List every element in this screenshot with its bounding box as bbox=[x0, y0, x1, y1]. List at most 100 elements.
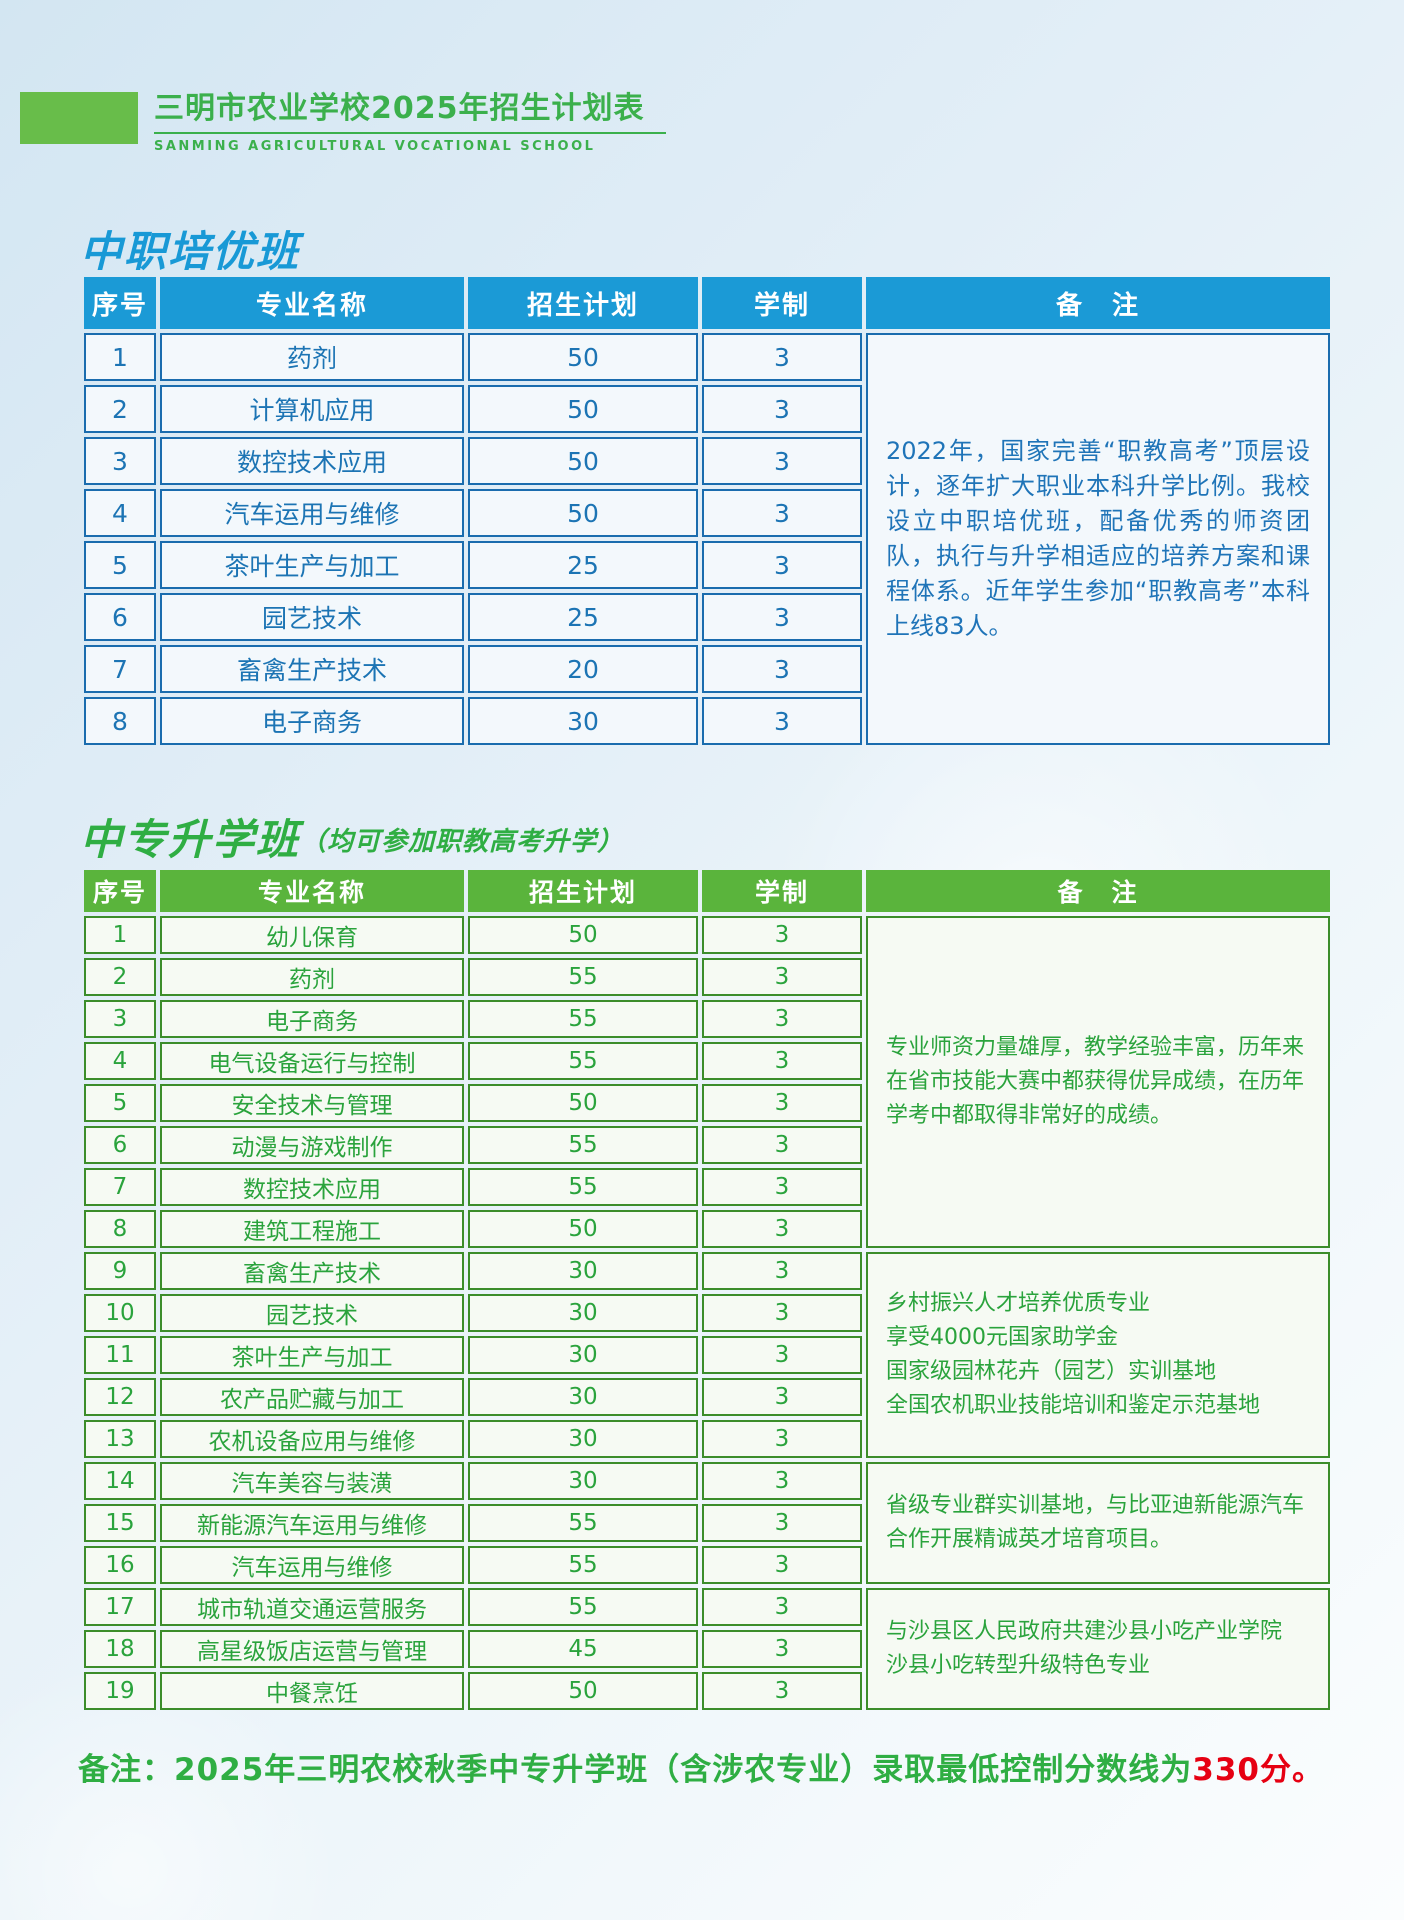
cell-school-years: 3 bbox=[702, 1672, 862, 1710]
table-row: 7 数控技术应用 55 3 bbox=[84, 1168, 1330, 1206]
cell-row-number: 12 bbox=[84, 1378, 156, 1416]
cell-major-name: 茶叶生产与加工 bbox=[160, 1336, 464, 1374]
cell-enrollment-plan: 20 bbox=[468, 645, 698, 693]
cell-row-number: 3 bbox=[84, 437, 156, 485]
cell-major-name: 农机设备应用与维修 bbox=[160, 1420, 464, 1458]
column-header: 招生计划 bbox=[468, 870, 698, 912]
table-row: 4 电气设备运行与控制 55 3 bbox=[84, 1042, 1330, 1080]
cell-enrollment-plan: 55 bbox=[468, 1588, 698, 1626]
cell-enrollment-plan: 50 bbox=[468, 333, 698, 381]
table2-body: 1 幼儿保育 50 3 专业师资力量雄厚，教学经验丰富，历年来在省市技能大赛中都获得优异… bbox=[84, 916, 1330, 1710]
cell-school-years: 3 bbox=[702, 1000, 862, 1038]
column-header: 序号 bbox=[84, 277, 156, 329]
school-subtitle-en: SANMING AGRICULTURAL VOCATIONAL SCHOOL bbox=[154, 139, 596, 154]
table-row: 19 中餐烹饪 50 3 bbox=[84, 1672, 1330, 1710]
cell-enrollment-plan: 30 bbox=[468, 697, 698, 745]
cell-enrollment-plan: 30 bbox=[468, 1294, 698, 1332]
column-header: 招生计划 bbox=[468, 277, 698, 329]
table-zhongzhuan-shengxue: 序号 专业名称 招生计划 学制备 注 1 幼儿保育 50 3 专业师资力量雄厚，教学经验丰富，… bbox=[80, 866, 1334, 1714]
header-row: 序号 专业名称 招生计划 学制备 注 bbox=[84, 870, 1330, 912]
cell-enrollment-plan: 30 bbox=[468, 1462, 698, 1500]
column-header: 学制 bbox=[702, 277, 862, 329]
cell-major-name: 计算机应用 bbox=[160, 385, 464, 433]
cell-row-number: 5 bbox=[84, 541, 156, 589]
cell-school-years: 3 bbox=[702, 1378, 862, 1416]
cell-school-years: 3 bbox=[702, 1546, 862, 1584]
table-row: 4 汽车运用与维修 50 3 bbox=[84, 489, 1330, 537]
table-row: 15 新能源汽车运用与维修 55 3 bbox=[84, 1504, 1330, 1542]
cell-enrollment-plan: 55 bbox=[468, 958, 698, 996]
remark-line: 与沙县区人民政府共建沙县小吃产业学院 bbox=[886, 1619, 1283, 1644]
cell-school-years: 3 bbox=[702, 1294, 862, 1332]
table1-header: 序号 专业名称 招生计划 学制备 注 bbox=[84, 277, 1330, 329]
cell-row-number: 13 bbox=[84, 1420, 156, 1458]
cell-enrollment-plan: 50 bbox=[468, 1084, 698, 1122]
cell-school-years: 3 bbox=[702, 645, 862, 693]
table-row: 2 药剂 55 3 bbox=[84, 958, 1330, 996]
cell-school-years: 3 bbox=[702, 958, 862, 996]
cell-school-years: 3 bbox=[702, 1252, 862, 1290]
cell-enrollment-plan: 45 bbox=[468, 1630, 698, 1668]
cell-school-years: 3 bbox=[702, 1210, 862, 1248]
cell-major-name: 茶叶生产与加工 bbox=[160, 541, 464, 589]
section2-title-note: （均可参加职教高考升学） bbox=[300, 827, 625, 857]
column-header: 专业名称 bbox=[160, 870, 464, 912]
cell-row-number: 14 bbox=[84, 1462, 156, 1500]
cell-row-number: 19 bbox=[84, 1672, 156, 1710]
column-header: 专业名称 bbox=[160, 277, 464, 329]
cell-school-years: 3 bbox=[702, 1504, 862, 1542]
table-row: 10 园艺技术 30 3 bbox=[84, 1294, 1330, 1332]
remark-cell: 乡村振兴人才培养优质专业 享受4000元国家助学金 国家级园林花卉（园艺）实训基地全… bbox=[866, 1252, 1330, 1458]
cell-row-number: 10 bbox=[84, 1294, 156, 1332]
school-title: 三明市农业学校2025年招生计划表 bbox=[154, 92, 666, 134]
remark-line: 专业师资力量雄厚，教学经验丰富，历年来在省市技能大赛中都获得优异成绩，在历年学考… bbox=[886, 1035, 1305, 1128]
brand-green-block bbox=[20, 92, 138, 144]
cell-major-name: 农产品贮藏与加工 bbox=[160, 1378, 464, 1416]
table-row: 6 园艺技术 25 3 bbox=[84, 593, 1330, 641]
cell-major-name: 汽车美容与装潢 bbox=[160, 1462, 464, 1500]
cell-major-name: 电子商务 bbox=[160, 1000, 464, 1038]
cell-enrollment-plan: 55 bbox=[468, 1042, 698, 1080]
cell-enrollment-plan: 50 bbox=[468, 1210, 698, 1248]
cell-row-number: 11 bbox=[84, 1336, 156, 1374]
table-row: 16 汽车运用与维修 55 3 bbox=[84, 1546, 1330, 1584]
cell-school-years: 3 bbox=[702, 1588, 862, 1626]
cell-enrollment-plan: 55 bbox=[468, 1168, 698, 1206]
cell-enrollment-plan: 30 bbox=[468, 1336, 698, 1374]
cell-enrollment-plan: 55 bbox=[468, 1546, 698, 1584]
cell-enrollment-plan: 25 bbox=[468, 593, 698, 641]
cell-enrollment-plan: 50 bbox=[468, 437, 698, 485]
cell-row-number: 4 bbox=[84, 1042, 156, 1080]
remark-cell: 2022年，国家完善“职教高考”顶层设计，逐年扩大职业本科升学比例。我校设立中职… bbox=[866, 333, 1330, 745]
cell-school-years: 3 bbox=[702, 1126, 862, 1164]
cell-school-years: 3 bbox=[702, 1084, 862, 1122]
cell-row-number: 7 bbox=[84, 1168, 156, 1206]
cell-major-name: 新能源汽车运用与维修 bbox=[160, 1504, 464, 1542]
cell-enrollment-plan: 55 bbox=[468, 1000, 698, 1038]
cell-enrollment-plan: 50 bbox=[468, 1672, 698, 1710]
cell-school-years: 3 bbox=[702, 1336, 862, 1374]
cell-row-number: 4 bbox=[84, 489, 156, 537]
cell-enrollment-plan: 30 bbox=[468, 1252, 698, 1290]
cell-school-years: 3 bbox=[702, 1168, 862, 1206]
cell-school-years: 3 bbox=[702, 697, 862, 745]
cell-major-name: 电子商务 bbox=[160, 697, 464, 745]
brand-header: 三明市农业学校2025年招生计划表 SANMING AGRICULTURAL V… bbox=[20, 92, 666, 154]
header-row: 序号 专业名称 招生计划 学制备 注 bbox=[84, 277, 1330, 329]
section2-title: 中专升学班（均可参加职教高考升学） bbox=[80, 806, 624, 867]
cell-major-name: 汽车运用与维修 bbox=[160, 1546, 464, 1584]
table-zhongzhi-peiyou: 序号 专业名称 招生计划 学制备 注 1 药剂 50 3 2022年，国家完善“职教高考”顶层… bbox=[80, 273, 1334, 749]
remark-line: 全国农机职业技能培训和鉴定示范基地 bbox=[886, 1393, 1261, 1418]
cell-row-number: 2 bbox=[84, 385, 156, 433]
cell-major-name: 园艺技术 bbox=[160, 593, 464, 641]
cell-row-number: 5 bbox=[84, 1084, 156, 1122]
cell-school-years: 3 bbox=[702, 385, 862, 433]
cell-major-name: 园艺技术 bbox=[160, 1294, 464, 1332]
remark-line: 沙县小吃转型升级特色专业 bbox=[886, 1653, 1151, 1678]
cell-row-number: 6 bbox=[84, 593, 156, 641]
column-header: 学制 bbox=[702, 870, 862, 912]
cell-enrollment-plan: 50 bbox=[468, 916, 698, 954]
table-row: 1 幼儿保育 50 3 专业师资力量雄厚，教学经验丰富，历年来在省市技能大赛中都获得优异… bbox=[84, 916, 1330, 1248]
table-row: 3 数控技术应用 50 3 bbox=[84, 437, 1330, 485]
